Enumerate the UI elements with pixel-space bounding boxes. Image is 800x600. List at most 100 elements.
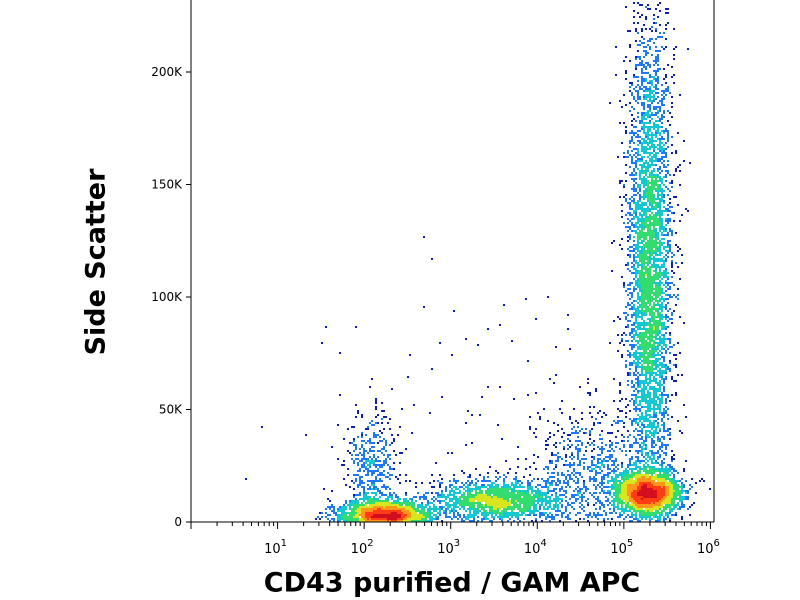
data-point xyxy=(519,492,521,494)
data-point xyxy=(655,46,657,48)
data-point xyxy=(619,384,621,386)
data-point xyxy=(635,174,637,176)
data-point xyxy=(663,496,665,498)
data-point xyxy=(521,500,523,502)
data-point xyxy=(651,312,653,314)
data-point xyxy=(465,500,467,502)
data-point xyxy=(655,198,657,200)
data-point xyxy=(475,468,477,470)
data-point xyxy=(369,488,371,490)
data-point xyxy=(647,394,649,396)
data-point xyxy=(503,484,505,486)
data-point xyxy=(659,244,661,246)
data-point xyxy=(665,504,667,506)
data-point xyxy=(565,500,567,502)
data-point xyxy=(681,482,683,484)
data-point xyxy=(645,482,647,484)
data-point xyxy=(631,292,633,294)
data-point xyxy=(479,414,481,416)
data-point xyxy=(645,344,647,346)
data-point xyxy=(487,490,489,492)
data-point xyxy=(499,498,501,500)
data-point xyxy=(501,492,503,494)
data-point xyxy=(377,490,379,492)
data-point xyxy=(359,480,361,482)
data-point xyxy=(659,456,661,458)
data-point xyxy=(659,316,661,318)
data-point xyxy=(639,188,641,190)
data-point xyxy=(659,220,661,222)
data-point xyxy=(643,150,645,152)
data-point xyxy=(683,404,685,406)
data-point xyxy=(621,398,623,400)
data-point xyxy=(647,480,649,482)
data-point xyxy=(523,498,525,500)
data-point xyxy=(663,228,665,230)
data-point xyxy=(685,416,687,418)
data-point xyxy=(637,452,639,454)
data-point xyxy=(641,360,643,362)
data-point xyxy=(653,108,655,110)
data-point xyxy=(655,416,657,418)
data-point xyxy=(469,498,471,500)
data-point xyxy=(659,494,661,496)
data-point xyxy=(435,492,437,494)
data-point xyxy=(393,500,395,502)
data-point xyxy=(661,424,663,426)
data-point xyxy=(655,452,657,454)
data-point xyxy=(647,276,649,278)
data-point xyxy=(675,296,677,298)
data-point xyxy=(671,260,673,262)
data-point xyxy=(425,498,427,500)
data-point xyxy=(629,212,631,214)
data-point xyxy=(543,500,545,502)
data-point xyxy=(649,246,651,248)
data-point xyxy=(577,498,579,500)
data-point xyxy=(655,266,657,268)
data-point xyxy=(667,464,669,466)
data-point xyxy=(655,430,657,432)
data-point xyxy=(655,332,657,334)
data-point xyxy=(579,462,581,464)
data-point xyxy=(653,500,655,502)
data-point xyxy=(379,490,381,492)
data-point xyxy=(643,138,645,140)
data-point xyxy=(651,266,653,268)
data-point xyxy=(655,188,657,190)
data-point xyxy=(667,210,669,212)
data-point xyxy=(559,490,561,492)
data-point xyxy=(651,434,653,436)
data-point xyxy=(487,500,489,502)
data-point xyxy=(361,414,363,416)
data-point xyxy=(665,282,667,284)
data-point xyxy=(515,496,517,498)
data-point xyxy=(369,498,371,500)
data-point xyxy=(627,212,629,214)
data-point xyxy=(631,200,633,202)
data-point xyxy=(639,438,641,440)
data-point xyxy=(659,142,661,144)
data-point xyxy=(649,204,651,206)
data-point xyxy=(521,492,523,494)
data-point xyxy=(663,92,665,94)
data-point xyxy=(631,306,633,308)
data-point xyxy=(567,438,569,440)
data-point xyxy=(663,264,665,266)
data-point xyxy=(353,462,355,464)
data-point xyxy=(647,244,649,246)
data-point xyxy=(411,498,413,500)
data-point xyxy=(647,196,649,198)
data-point xyxy=(665,486,667,488)
data-point xyxy=(669,488,671,490)
data-point xyxy=(603,458,605,460)
data-point xyxy=(633,308,635,310)
data-point xyxy=(653,408,655,410)
data-point xyxy=(387,504,389,506)
data-point xyxy=(461,494,463,496)
data-point xyxy=(651,442,653,444)
data-point xyxy=(461,486,463,488)
data-point xyxy=(545,496,547,498)
data-point xyxy=(683,486,685,488)
data-point xyxy=(493,506,495,508)
data-point xyxy=(631,214,633,216)
